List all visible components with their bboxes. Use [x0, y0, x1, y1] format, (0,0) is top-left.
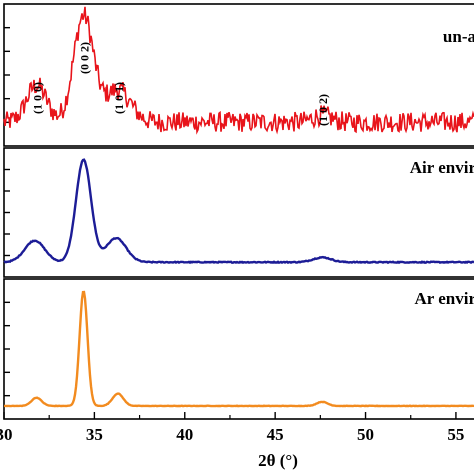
x-tick-label: 55 — [447, 425, 464, 444]
series-line-air — [3, 158, 474, 265]
series-line-ar — [4, 290, 474, 408]
panel-ar: Ar envir — [3, 278, 474, 420]
x-tick-label: 40 — [176, 425, 193, 444]
panel-label-ar: Ar envir — [414, 289, 474, 308]
panel-air: Air envir — [3, 147, 474, 278]
panel-label-air: Air envir — [410, 158, 474, 177]
series-line-un-annealed — [3, 6, 474, 135]
x-tick-label: 35 — [86, 425, 103, 444]
panel-label-un-annealed: un-a — [443, 27, 474, 46]
x-tick-label: 50 — [357, 425, 374, 444]
panels-group: un-a (1 0 0) (0 0 2) (1 0 1) (1 0 2) Air envi… — [3, 3, 474, 420]
x-axis-label: 2θ (°) — [258, 451, 298, 470]
peak-annotation: (1 0 1) — [112, 82, 126, 114]
x-tick-label: 30 — [0, 425, 13, 444]
peak-annotation: (1 0 0) — [31, 82, 45, 114]
peak-annotation: (0 0 2) — [78, 42, 92, 74]
peak-annotation: (1 0 2) — [316, 94, 330, 126]
x-axis: 30 35 40 45 50 55 — [0, 412, 464, 444]
panel-un-annealed: un-a (1 0 0) (0 0 2) (1 0 1) (1 0 2) — [3, 3, 474, 147]
x-tick-label: 45 — [267, 425, 284, 444]
